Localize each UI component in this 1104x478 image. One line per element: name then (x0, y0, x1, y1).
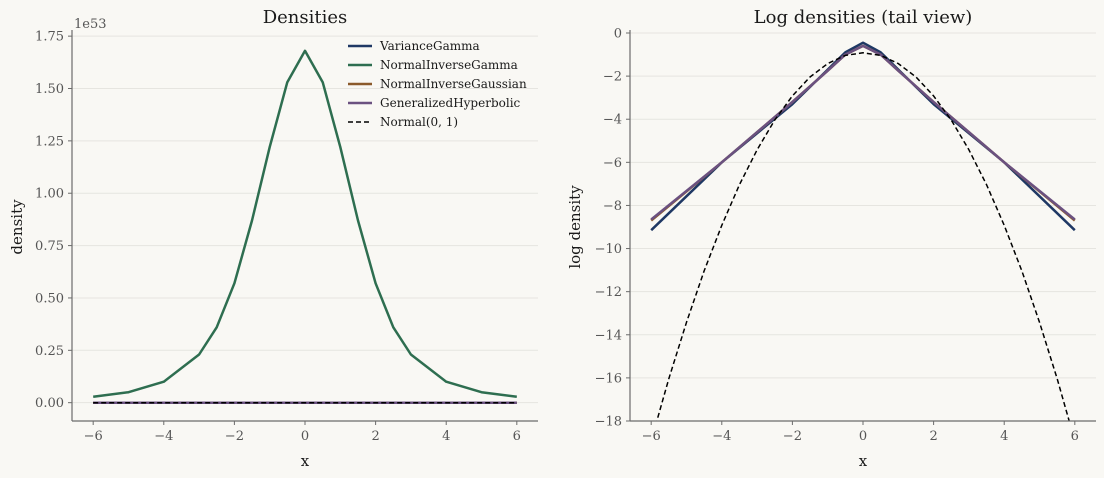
legend-label-variancegamma: VarianceGamma (379, 39, 480, 53)
legend-label-generalizedhyperbolic: GeneralizedHyperbolic (380, 96, 521, 110)
chart-0-xtick-label: 0 (301, 429, 309, 444)
chart-1-xtick-label: 4 (1000, 429, 1008, 444)
legend-label-normal-0-1: Normal(0, 1) (380, 115, 458, 129)
chart-0-xtick-label: 6 (513, 429, 521, 444)
chart-0-xtick-label: −2 (225, 429, 244, 444)
chart-0-ytick-label: 0.00 (35, 396, 64, 411)
chart-1-y-label: log density (566, 185, 584, 269)
log-densities-panel: 0 −2 −4 −6 −8 −10 −12 −14 −16 −18 −6 −4 −2 0 2 4 6 Log de… (566, 7, 1096, 470)
chart-1-plot-area (650, 41, 1076, 421)
chart-0-xtick-label: −4 (154, 429, 173, 444)
chart-1-ytick-label: −12 (595, 285, 622, 300)
chart-0-series-normalinversegamma (93, 49, 517, 399)
chart-0-ytick-label: 1.00 (35, 187, 64, 202)
chart-1-xtick-label: −4 (712, 429, 731, 444)
chart-0-plot-area (93, 49, 517, 404)
chart-1-ytick-label: −14 (595, 328, 622, 343)
chart-0-ytick-label: 0.25 (35, 344, 64, 359)
chart-1-ytick-label: −16 (595, 371, 622, 386)
chart-1-title: Log densities (tail view) (754, 7, 973, 28)
chart-0-x-label: x (301, 452, 310, 470)
chart-0-xtick-label: 4 (442, 429, 450, 444)
chart-0-legend: VarianceGamma NormalInverseGamma NormalInv… (348, 39, 527, 129)
chart-1-xtick-label: −6 (642, 429, 661, 444)
chart-0-ytick-label: 1.75 (35, 30, 64, 45)
chart-0-title: Densities (263, 7, 348, 28)
chart-1-ytick-label: 0 (614, 27, 622, 42)
chart-0-y-scale-offset: 1e53 (74, 17, 107, 32)
legend-label-normalinversegamma: NormalInverseGamma (380, 58, 518, 72)
chart-0-xtick-label: 2 (371, 429, 379, 444)
chart-0-y-label: density (8, 199, 26, 255)
chart-0-ytick-label: 0.50 (35, 291, 64, 306)
densities-panel: 0.00 0.25 0.50 0.75 1.00 1.25 1.50 1.75 −6 −4 −2 0 2… (8, 7, 538, 470)
chart-1-x-label: x (859, 452, 868, 470)
chart-0-ytick-label: 0.75 (35, 239, 64, 254)
chart-1-ytick-label: −18 (595, 415, 622, 430)
chart-1-ytick-label: −2 (603, 70, 622, 85)
chart-0-ytick-label: 1.25 (35, 134, 64, 149)
chart-1-ytick-label: −4 (603, 113, 622, 128)
chart-1-xtick-label: 6 (1071, 429, 1079, 444)
chart-0-xtick-label: −6 (84, 429, 103, 444)
chart-1-series-normal-0-1 (656, 52, 1070, 421)
chart-1-ytick-label: −6 (603, 156, 622, 171)
chart-0-ytick-label: 1.50 (35, 82, 64, 97)
chart-1-xtick-label: 2 (929, 429, 937, 444)
chart-1-ytick-label: −10 (595, 242, 622, 257)
legend-label-normalinversegaussian: NormalInverseGaussian (380, 77, 527, 91)
chart-1-series-normalinversegaussian (650, 44, 1076, 222)
chart-1-xtick-label: −2 (783, 429, 802, 444)
chart-1-ytick-label: −8 (603, 199, 622, 214)
chart-1-xtick-label: 0 (859, 429, 867, 444)
chart-1-series-generalizedhyperbolic (650, 44, 1076, 221)
chart-1-series-variancegamma (650, 41, 1076, 232)
